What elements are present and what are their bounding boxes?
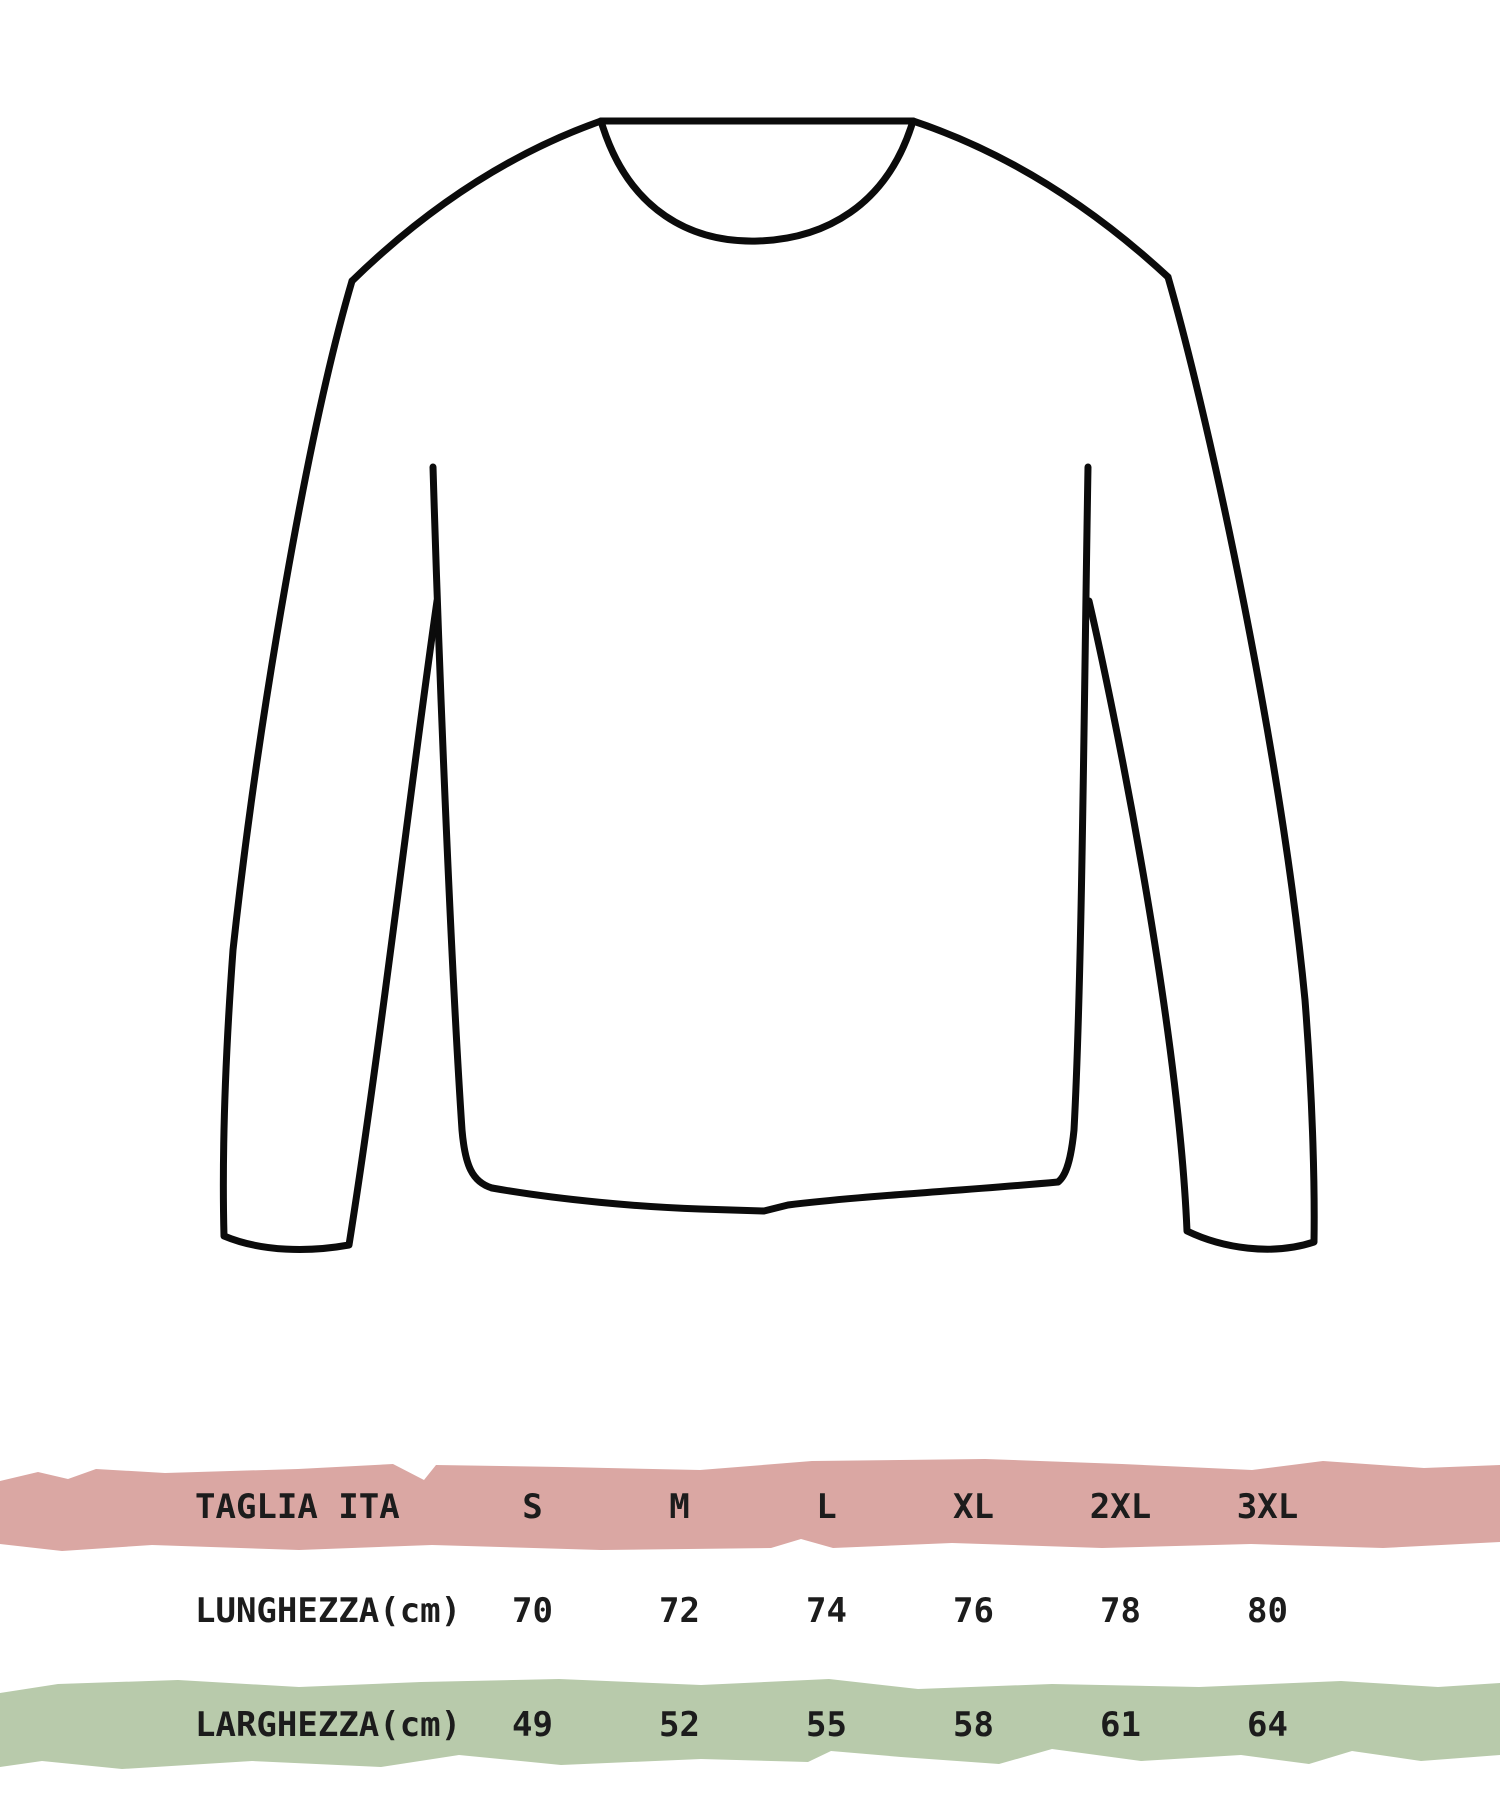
left-body-seam [429, 463, 496, 1192]
larghezza-row: LARGHEZZA(cm) 49 52 55 58 61 64 [0, 1680, 1500, 1770]
row-label-lunghezza: LUNGHEZZA(cm) [195, 1591, 462, 1631]
size-col-header-m: M [669, 1487, 690, 1527]
left-shoulder-line [348, 117, 605, 285]
larghezza-value-xl: 58 [953, 1705, 994, 1745]
lunghezza-value-3xl: 80 [1247, 1591, 1288, 1631]
larghezza-band [0, 1679, 1500, 1769]
lunghezza-value-xl: 76 [953, 1591, 994, 1631]
larghezza-value-l: 55 [806, 1705, 847, 1745]
lunghezza-value-2xl: 78 [1100, 1591, 1141, 1631]
left-sleeve-outline [219, 277, 441, 1253]
size-col-header-l: L [816, 1487, 837, 1527]
size-col-header-3xl: 3XL [1236, 1487, 1299, 1527]
right-shoulder-line [909, 117, 1172, 281]
lunghezza-value-l: 74 [806, 1591, 847, 1631]
larghezza-value-s: 49 [512, 1705, 553, 1745]
larghezza-value-m: 52 [659, 1705, 700, 1745]
hem-line [488, 1178, 1062, 1215]
row-label-taglia: TAGLIA ITA [195, 1487, 400, 1527]
header-row: TAGLIA ITA S M L XL 2XL 3XL [0, 1462, 1500, 1552]
header-band [0, 1459, 1500, 1551]
size-col-header-xl: XL [953, 1487, 994, 1527]
right-body-seam [1054, 463, 1092, 1186]
row-label-larghezza: LARGHEZZA(cm) [195, 1705, 462, 1745]
larghezza-value-2xl: 61 [1100, 1705, 1141, 1745]
lunghezza-value-m: 72 [659, 1591, 700, 1631]
size-col-header-2xl: 2XL [1089, 1487, 1152, 1527]
size-col-header-s: S [522, 1487, 543, 1527]
right-sleeve-outline [1085, 273, 1318, 1253]
lunghezza-value-s: 70 [512, 1591, 553, 1631]
lunghezza-row: LUNGHEZZA(cm) 70 72 74 76 78 80 [0, 1566, 1500, 1656]
neckline-curve [597, 117, 917, 245]
larghezza-value-3xl: 64 [1247, 1705, 1288, 1745]
